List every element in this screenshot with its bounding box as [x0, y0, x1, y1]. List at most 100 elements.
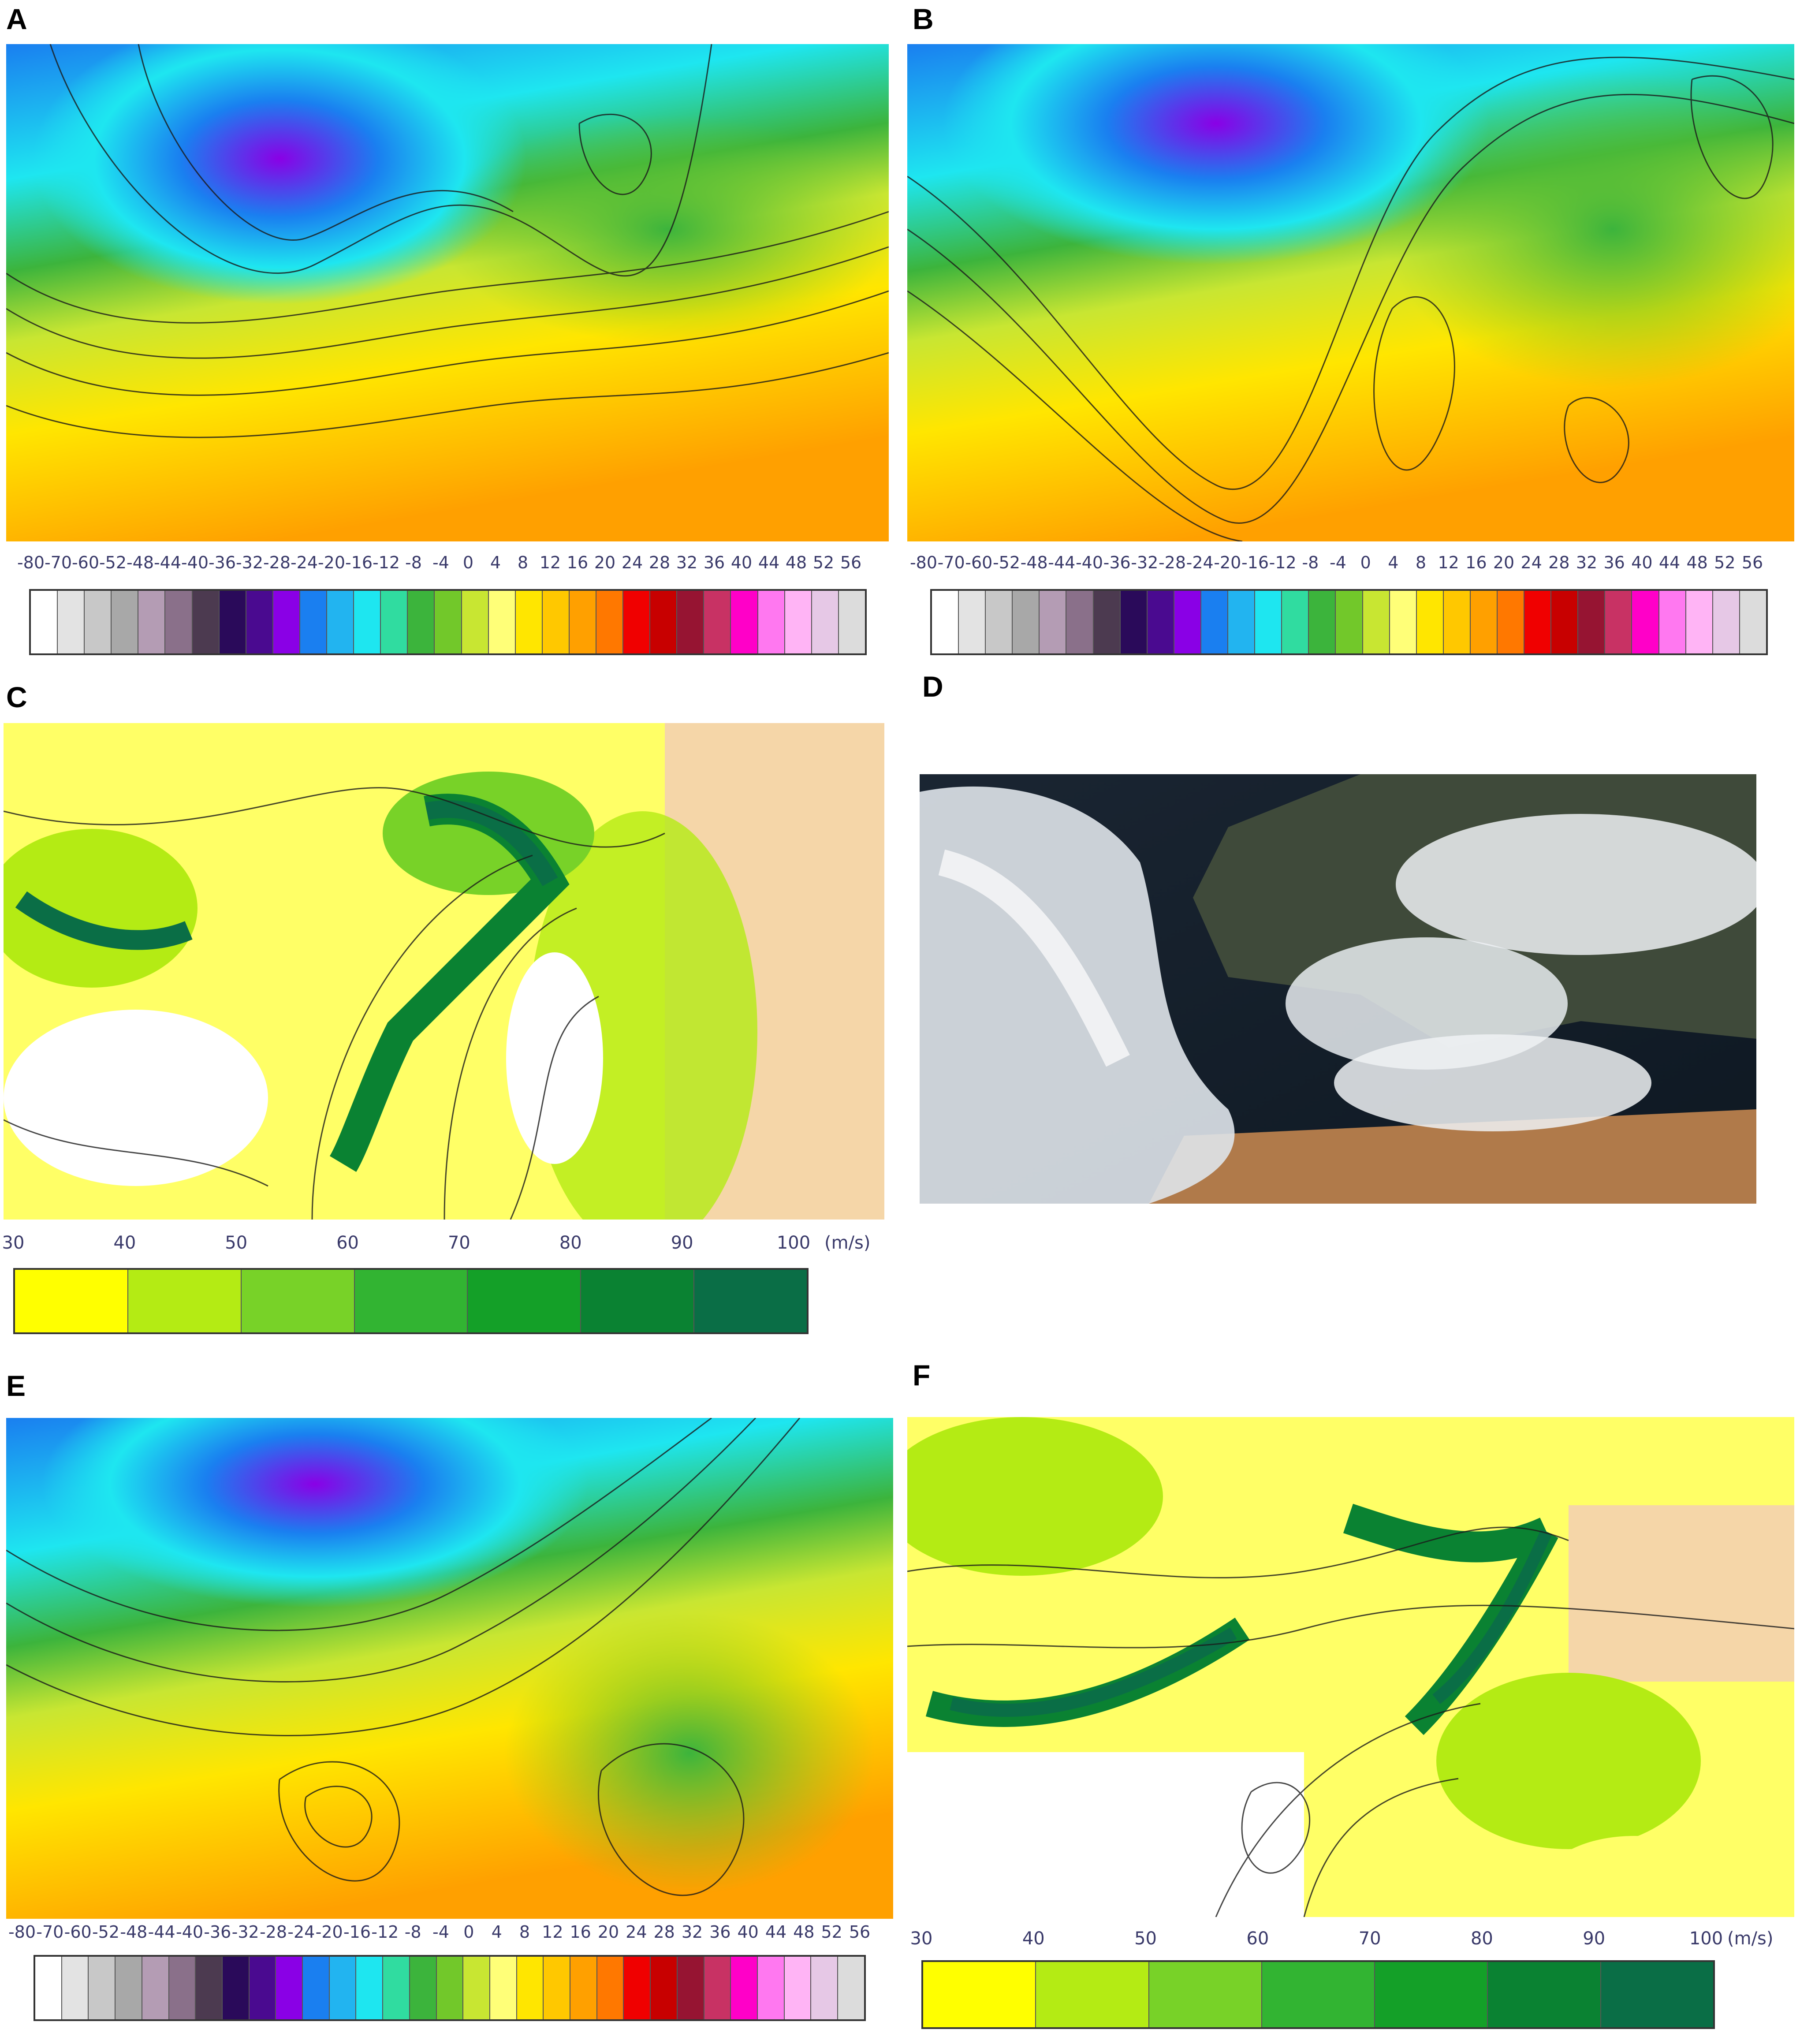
colorbar-swatch [581, 1270, 695, 1332]
scale-tick-label: 90 [1583, 1928, 1606, 1949]
scale-tick-label: -44 [153, 553, 182, 572]
scale-tick-label: 0 [1360, 553, 1371, 572]
colorbar-swatch [1551, 591, 1579, 653]
scale-tick-label: -48 [126, 553, 154, 572]
wind-scale-ticks-c: 30 40 50 60 70 80 90 100 [2, 1233, 811, 1256]
colorbar-swatch [1443, 591, 1471, 653]
temperature-map-b [907, 44, 1794, 541]
scale-tick-label: 60 [1246, 1928, 1269, 1949]
colorbar-swatch [704, 591, 731, 653]
colorbar-swatch [276, 1957, 303, 2019]
scale-tick-label: 50 [1134, 1928, 1157, 1949]
temp-colorbar-a [29, 589, 867, 655]
scale-tick-label: 70 [447, 1233, 470, 1253]
scale-tick-label: -8 [1302, 553, 1319, 572]
scale-tick-label: 32 [1576, 553, 1598, 572]
panel-label-b: B [913, 3, 934, 35]
scale-tick-label: -16 [343, 1922, 371, 1942]
scale-tick-label: -80 [909, 553, 938, 572]
colorbar-swatch [704, 1957, 731, 2019]
colorbar-swatch [85, 591, 112, 653]
scale-tick-label: -12 [372, 553, 400, 572]
colorbar-swatch [1632, 591, 1659, 653]
panel-label-d: D [922, 670, 943, 703]
scale-tick-label: 20 [594, 553, 616, 572]
colorbar-swatch [597, 1957, 624, 2019]
scale-tick-label: -52 [92, 1922, 120, 1942]
colorbar-swatch [116, 1957, 142, 2019]
panel-a-temperature-map [6, 44, 889, 541]
wind-unit-label-c: (m/s) [824, 1233, 871, 1253]
scale-tick-label: -70 [36, 1922, 64, 1942]
temp-colorbar-b [930, 589, 1768, 655]
scale-tick-label: 20 [1493, 553, 1515, 572]
colorbar-swatch [354, 591, 381, 653]
colorbar-swatch [569, 591, 596, 653]
scale-tick-label: 40 [1022, 1928, 1045, 1949]
scale-tick-label: -8 [405, 553, 422, 572]
colorbar-swatch [89, 1957, 116, 2019]
colorbar-swatch [128, 1270, 242, 1332]
colorbar-swatch [757, 1957, 785, 2019]
colorbar-swatch [142, 1957, 169, 2019]
scale-tick-label: 0 [462, 553, 474, 572]
temp-scale-ticks-e: -80 -70 -60 -52 -48 -44 -40 -36 -32 -28 -24 -20 -16-… [8, 1922, 870, 1945]
colorbar-swatch [410, 1957, 437, 2019]
colorbar-swatch [138, 591, 166, 653]
colorbar-swatch [623, 591, 651, 653]
wind-map-c [4, 723, 884, 1220]
scale-tick-label: 100 [1689, 1928, 1723, 1949]
colorbar-swatch [694, 1270, 807, 1332]
colorbar-swatch [1040, 591, 1067, 653]
panel-e-temperature-map [6, 1418, 893, 1919]
colorbar-swatch [112, 591, 139, 653]
colorbar-swatch [624, 1957, 651, 2019]
colorbar-swatch [303, 1957, 330, 2019]
colorbar-swatch [1601, 1962, 1713, 2027]
scale-tick-label: 32 [676, 553, 698, 572]
colorbar-swatch [219, 591, 246, 653]
scale-tick-label: -52 [99, 553, 127, 572]
colorbar-swatch [435, 591, 462, 653]
colorbar-swatch [1740, 591, 1766, 653]
scale-tick-label: 16 [1465, 553, 1487, 572]
scale-tick-label: -44 [148, 1922, 175, 1942]
panel-label-c: C [6, 681, 27, 713]
colorbar-swatch [327, 591, 354, 653]
scale-tick-label: -12 [1269, 553, 1297, 572]
scale-tick-label: 44 [1658, 553, 1681, 572]
temp-colorbar-e [34, 1955, 866, 2021]
colorbar-swatch [1375, 1962, 1488, 2027]
colorbar-swatch [490, 1957, 517, 2019]
colorbar-swatch [1578, 591, 1606, 653]
colorbar-swatch [839, 591, 865, 653]
scale-tick-label: 30 [910, 1928, 933, 1949]
scale-tick-label: -24 [1186, 553, 1214, 572]
scale-tick-label: -24 [287, 1922, 315, 1942]
scale-tick-label: 70 [1358, 1928, 1381, 1949]
panel-f-wind-map [907, 1417, 1794, 1917]
scale-tick-label: 8 [519, 1922, 530, 1942]
colorbar-swatch [544, 1957, 571, 2019]
scale-tick-label: 8 [517, 553, 529, 572]
scale-tick-label: -60 [64, 1922, 92, 1942]
satellite-image [920, 774, 1756, 1204]
scale-tick-label: -36 [1103, 553, 1131, 572]
colorbar-swatch [596, 591, 624, 653]
colorbar-swatch [408, 591, 435, 653]
scale-tick-label: 90 [671, 1233, 693, 1253]
colorbar-swatch [463, 1957, 490, 2019]
colorbar-swatch [300, 591, 328, 653]
scale-tick-label: 36 [709, 1922, 731, 1942]
panel-b-temperature-map [907, 44, 1794, 541]
scale-tick-label: -70 [44, 553, 72, 572]
colorbar-swatch [1174, 591, 1201, 653]
scale-tick-label: -28 [259, 1922, 287, 1942]
scale-tick-label: -36 [204, 1922, 231, 1942]
scale-tick-label: -32 [1131, 553, 1159, 572]
colorbar-swatch [62, 1957, 89, 2019]
scale-tick-label: 16 [570, 1922, 591, 1942]
panel-label-e: E [6, 1369, 26, 1402]
scale-tick-label: 56 [1741, 553, 1763, 572]
colorbar-swatch [570, 1957, 597, 2019]
